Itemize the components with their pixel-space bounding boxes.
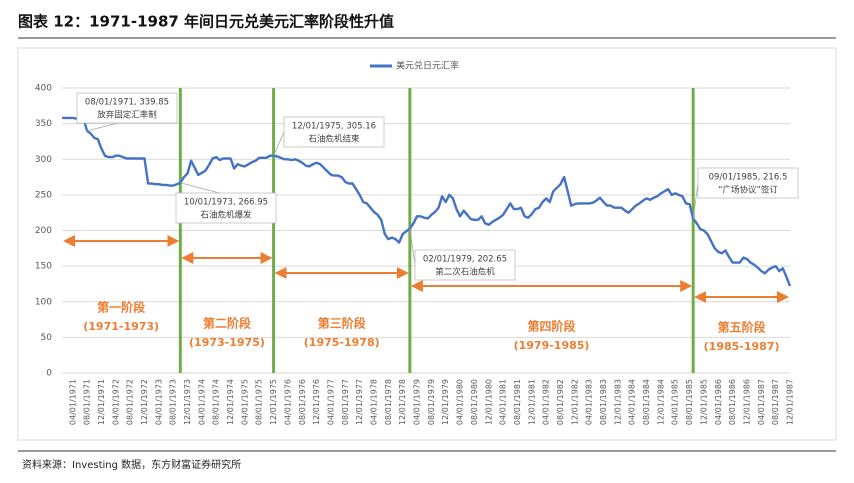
x-tick-label: 04/01/1986 (714, 379, 723, 425)
callout-label: 02/01/1979, 202.65 (423, 255, 507, 265)
phase-name: 第二阶段 (203, 316, 252, 331)
x-tick-label: 08/01/1971 (83, 379, 92, 425)
callout-line (692, 182, 699, 219)
x-tick-label: 04/01/1971 (68, 379, 77, 425)
y-tick-label: 250 (35, 190, 52, 200)
x-tick-label: 04/01/1973 (154, 379, 163, 425)
x-tick-label: 08/01/1974 (212, 379, 221, 425)
x-tick-label: 12/01/1986 (742, 379, 751, 425)
callout-box (175, 192, 277, 224)
x-tick-label: 12/01/1981 (527, 379, 536, 425)
callout-line (409, 228, 416, 266)
x-tick-label: 08/01/1975 (255, 379, 264, 425)
phase-period: (1973-1975) (189, 336, 265, 349)
x-tick-label: 04/01/1972 (111, 379, 120, 425)
source: 资料来源：Investing 数据，东方财富证券研究所 (22, 458, 241, 471)
y-tick-label: 300 (35, 155, 52, 165)
callout-label: 10/01/1973, 266.95 (184, 198, 268, 208)
series-line (62, 116, 792, 287)
callout-label: 08/01/1971, 339.85 (85, 98, 169, 108)
callout-label: 09/01/1985, 216.5 (709, 173, 788, 183)
x-tick-label: 08/01/1987 (771, 379, 780, 425)
legend-label: 美元兑日元汇率 (396, 60, 459, 72)
x-tick-label: 08/01/1979 (427, 379, 436, 425)
x-tick-label: 04/01/1976 (283, 379, 292, 425)
x-tick-label: 04/01/1974 (197, 379, 206, 425)
callout-note: 放弃固定汇率制 (97, 110, 157, 121)
x-tick-label: 12/01/1971 (97, 379, 106, 425)
x-tick-label: 12/01/1973 (183, 379, 192, 425)
x-tick-label: 12/01/1978 (398, 379, 407, 425)
y-tick-label: 150 (35, 262, 52, 272)
chart-frame (17, 47, 837, 441)
x-tick-label: 12/01/1975 (269, 379, 278, 425)
x-tick-label: 08/01/1986 (728, 379, 737, 425)
x-tick-label: 12/01/1974 (226, 379, 235, 425)
x-tick-label: 12/01/1972 (140, 379, 149, 425)
x-tick-label: 08/01/1983 (599, 379, 608, 425)
x-tick-label: 04/01/1975 (240, 379, 249, 425)
x-tick-label: 04/01/1979 (413, 379, 422, 425)
phase-period: (1985-1987) (704, 340, 780, 353)
phase-name: 第五阶段 (718, 320, 767, 335)
x-tick-label: 04/01/1977 (326, 379, 335, 425)
x-tick-label: 08/01/1978 (384, 379, 393, 425)
callout-box (414, 249, 516, 281)
phase-period: (1979-1985) (514, 339, 590, 352)
callout-label: 12/01/1975, 305.16 (292, 122, 376, 132)
x-tick-label: 04/01/1982 (542, 379, 551, 425)
x-tick-label: 04/01/1984 (628, 379, 637, 425)
phase-name: 第一阶段 (97, 300, 146, 315)
x-tick-label: 12/01/1976 (312, 379, 321, 425)
x-tick-label: 04/01/1978 (370, 379, 379, 425)
phase-name: 第四阶段 (528, 319, 577, 334)
x-tick-label: 12/01/1985 (699, 379, 708, 425)
x-tick-label: 08/01/1980 (470, 379, 479, 425)
callout-box (283, 116, 385, 148)
y-tick-label: 0 (46, 369, 52, 379)
y-tick-label: 50 (41, 333, 53, 343)
callout-note: 石油危机爆发 (200, 210, 252, 221)
x-tick-label: 04/01/1980 (456, 379, 465, 425)
phase-name: 第三阶段 (318, 316, 367, 331)
x-tick-label: 04/01/1987 (757, 379, 766, 425)
x-tick-label: 04/01/1983 (585, 379, 594, 425)
x-tick-label: 08/01/1972 (126, 379, 135, 425)
x-tick-label: 12/01/1980 (484, 379, 493, 425)
x-tick-label: 08/01/1976 (298, 379, 307, 425)
x-tick-label: 12/01/1987 (786, 379, 795, 425)
x-tick-label: 12/01/1979 (441, 379, 450, 425)
y-tick-label: 350 (35, 119, 52, 129)
callout-line (273, 131, 285, 156)
x-tick-label: 12/01/1984 (656, 379, 665, 425)
callout-note: 第二次石油危机 (435, 267, 495, 278)
callout-note: “广场协议”签订 (718, 185, 778, 196)
x-tick-label: 08/01/1981 (513, 379, 522, 425)
x-tick-label: 12/01/1977 (355, 379, 364, 425)
callout-box (697, 167, 799, 199)
x-tick-label: 08/01/1973 (169, 379, 178, 425)
y-tick-label: 100 (35, 297, 52, 307)
phase-period: (1971-1973) (83, 320, 159, 333)
x-tick-label: 08/01/1982 (556, 379, 565, 425)
callout-box (76, 92, 178, 124)
x-tick-label: 08/01/1977 (341, 379, 350, 425)
x-tick-label: 04/01/1981 (499, 379, 508, 425)
x-tick-label: 12/01/1982 (570, 379, 579, 425)
phase-period: (1975-1978) (304, 336, 380, 349)
y-tick-label: 400 (35, 84, 52, 94)
x-tick-label: 12/01/1983 (613, 379, 622, 425)
x-tick-label: 08/01/1985 (685, 379, 694, 425)
chart-title: 图表 12：1971-1987 年间日元兑美元汇率阶段性升值 (18, 13, 394, 31)
x-tick-label: 04/01/1985 (671, 379, 680, 425)
callout-note: 石油危机结束 (308, 134, 360, 145)
x-tick-label: 08/01/1984 (642, 379, 651, 425)
y-tick-label: 200 (35, 226, 52, 236)
